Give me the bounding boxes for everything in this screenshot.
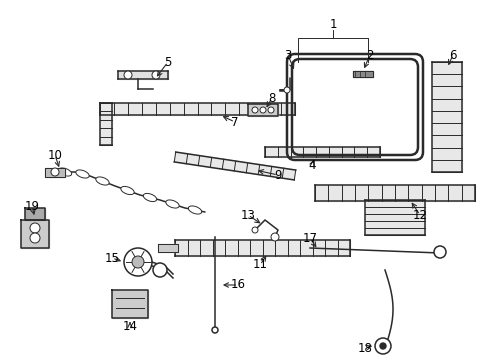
Text: 6: 6 xyxy=(448,49,456,62)
Text: 15: 15 xyxy=(104,252,119,265)
Circle shape xyxy=(374,338,390,354)
Ellipse shape xyxy=(96,177,109,185)
Text: 2: 2 xyxy=(366,49,373,62)
Circle shape xyxy=(251,107,258,113)
Ellipse shape xyxy=(121,186,134,194)
Polygon shape xyxy=(175,240,349,256)
Text: 7: 7 xyxy=(231,116,238,129)
Circle shape xyxy=(153,263,167,277)
Ellipse shape xyxy=(76,170,89,178)
Text: 13: 13 xyxy=(240,208,255,221)
Text: 18: 18 xyxy=(357,342,372,355)
Polygon shape xyxy=(21,220,49,248)
Polygon shape xyxy=(112,290,148,318)
Polygon shape xyxy=(118,71,168,79)
Ellipse shape xyxy=(58,168,72,176)
Polygon shape xyxy=(25,208,45,220)
Ellipse shape xyxy=(188,206,201,214)
Polygon shape xyxy=(100,103,294,115)
Circle shape xyxy=(251,227,258,233)
Polygon shape xyxy=(100,103,112,145)
Circle shape xyxy=(30,233,40,243)
Polygon shape xyxy=(352,71,372,77)
Text: 19: 19 xyxy=(24,199,40,212)
Circle shape xyxy=(51,168,59,176)
Polygon shape xyxy=(45,168,65,177)
Polygon shape xyxy=(158,244,178,252)
Text: 4: 4 xyxy=(307,158,315,171)
Text: 3: 3 xyxy=(284,49,291,62)
Circle shape xyxy=(124,71,132,79)
Circle shape xyxy=(132,256,143,268)
Circle shape xyxy=(379,343,385,349)
Circle shape xyxy=(433,246,445,258)
Circle shape xyxy=(30,223,40,233)
Circle shape xyxy=(124,248,152,276)
Text: 9: 9 xyxy=(274,168,281,181)
Polygon shape xyxy=(314,185,474,201)
Text: 1: 1 xyxy=(328,18,336,31)
Text: 5: 5 xyxy=(164,55,171,68)
Polygon shape xyxy=(431,62,461,172)
Circle shape xyxy=(284,87,289,93)
Circle shape xyxy=(260,107,265,113)
Polygon shape xyxy=(247,104,278,116)
Polygon shape xyxy=(264,147,379,157)
Text: 14: 14 xyxy=(122,320,137,333)
Circle shape xyxy=(152,71,160,79)
Text: 8: 8 xyxy=(268,91,275,104)
Text: 10: 10 xyxy=(47,149,62,162)
Circle shape xyxy=(267,107,273,113)
Text: 12: 12 xyxy=(412,208,427,221)
Text: 16: 16 xyxy=(230,279,245,292)
Text: 17: 17 xyxy=(302,231,317,244)
Polygon shape xyxy=(364,200,424,235)
Polygon shape xyxy=(174,152,295,180)
Ellipse shape xyxy=(165,200,179,208)
Text: 11: 11 xyxy=(252,258,267,271)
Circle shape xyxy=(270,233,279,241)
Circle shape xyxy=(212,327,218,333)
Ellipse shape xyxy=(143,193,156,202)
